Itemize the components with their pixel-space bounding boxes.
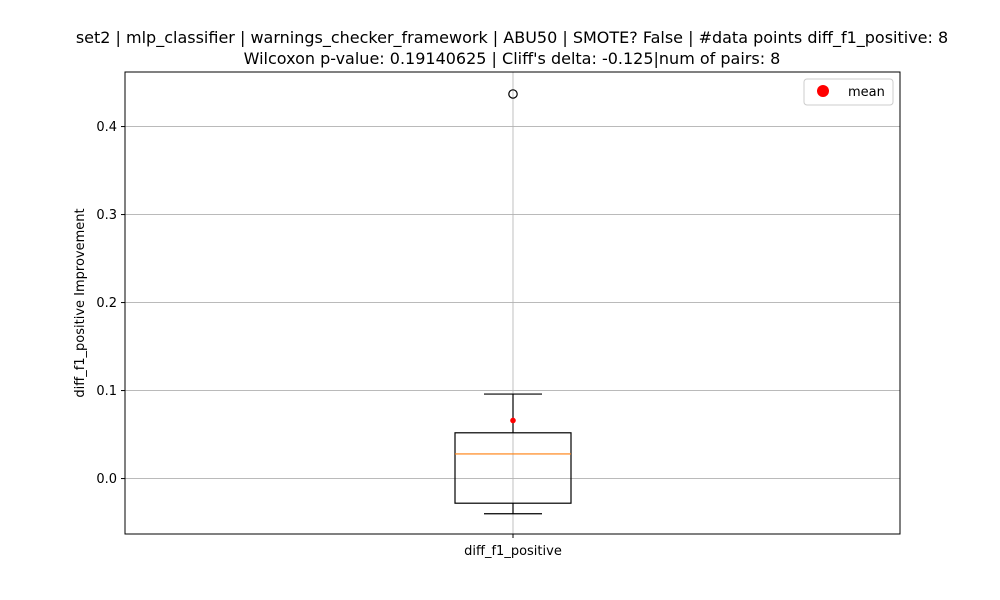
box-iqr [454, 432, 572, 504]
outlier-point [508, 89, 518, 99]
legend: mean [803, 78, 894, 106]
plot-frame [124, 71, 901, 535]
x-tick-label: diff_f1_positive [464, 544, 562, 559]
y-tick-label: 0.3 [96, 208, 117, 223]
legend-box [803, 78, 894, 106]
y-axis: 0.0 0.1 0.2 0.3 0.4 [96, 120, 125, 487]
legend-entry-mean: mean [848, 85, 885, 100]
mean-point [510, 417, 516, 424]
y-tick-label: 0.0 [96, 472, 117, 487]
x-axis: diff_f1_positive [464, 534, 562, 559]
chart-title-line1: set2 | mlp_classifier | warnings_checker… [76, 28, 948, 48]
chart-title-line2: Wilcoxon p-value: 0.19140625 | Cliff's d… [244, 49, 781, 68]
grid-lines [125, 72, 900, 534]
y-tick-label: 0.2 [96, 296, 117, 311]
plot-marks [454, 89, 572, 515]
y-tick-label: 0.4 [96, 120, 117, 135]
y-tick-label: 0.1 [96, 384, 117, 399]
legend-mean-marker [817, 85, 829, 97]
y-axis-label: diff_f1_positive Improvement [73, 208, 88, 397]
